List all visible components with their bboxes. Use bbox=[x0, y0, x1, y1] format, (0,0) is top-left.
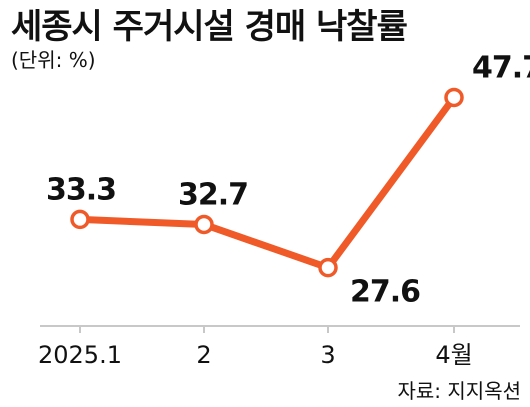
x-tick-label: 2 bbox=[196, 341, 211, 369]
data-point bbox=[318, 257, 338, 278]
data-label: 32.7 bbox=[178, 177, 248, 212]
data-markers bbox=[70, 87, 464, 278]
data-label: 33.3 bbox=[46, 172, 116, 207]
data-label: 27.6 bbox=[350, 275, 420, 310]
data-point bbox=[194, 214, 214, 235]
data-point bbox=[70, 209, 90, 230]
unit-label: (단위: %) bbox=[11, 48, 96, 72]
source-note: 자료: 지지옥션 bbox=[398, 379, 522, 403]
x-tick-label: 3 bbox=[320, 341, 335, 369]
chart-title: 세종시 주거시설 경매 낙찰률 bbox=[11, 7, 408, 47]
x-axis-ticks bbox=[79, 326, 455, 333]
plot-area bbox=[76, 93, 458, 272]
x-axis-tick-labels: 2025.1 2 3 4월 bbox=[38, 341, 473, 369]
x-tick-label: 2025.1 bbox=[38, 341, 122, 369]
data-label: 47.7 bbox=[472, 50, 530, 85]
series-line bbox=[76, 93, 458, 272]
x-tick-label: 4월 bbox=[435, 341, 472, 369]
data-point bbox=[444, 87, 464, 108]
data-labels: 33.3 32.7 27.6 47.7 bbox=[46, 50, 530, 309]
